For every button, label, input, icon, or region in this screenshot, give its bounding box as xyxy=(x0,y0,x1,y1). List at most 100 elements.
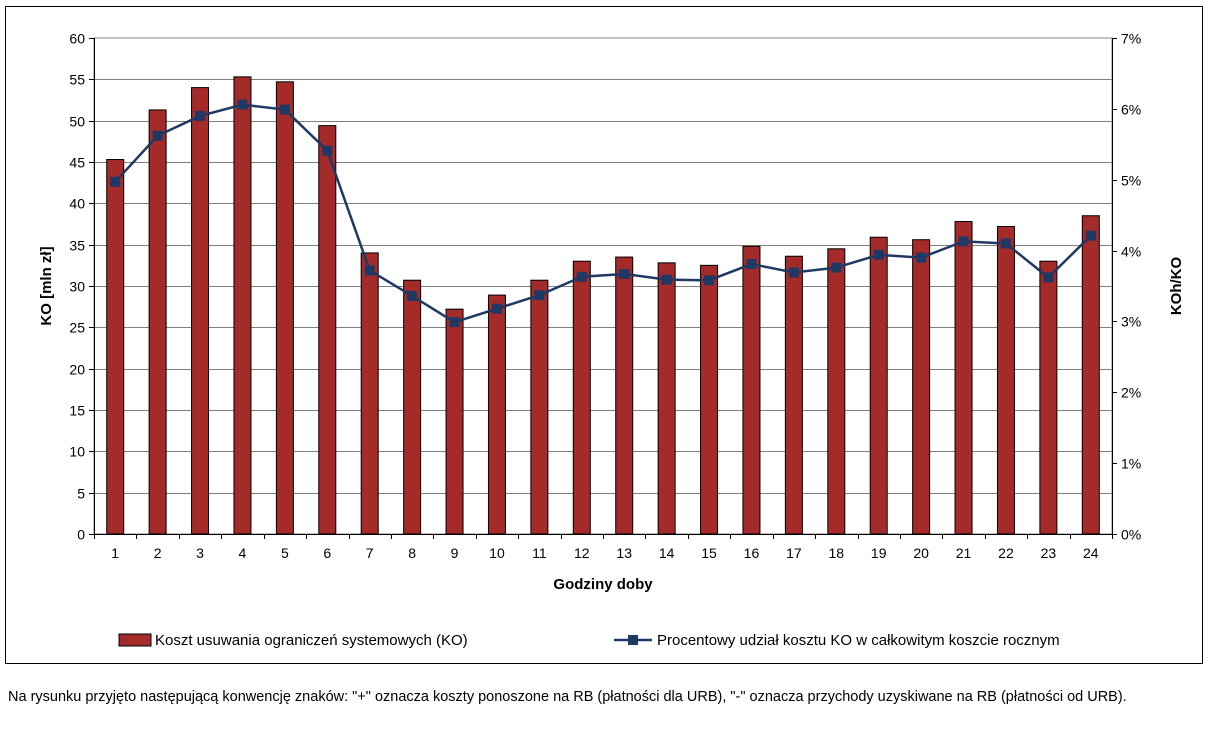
line-point xyxy=(958,236,969,247)
y2-tick-label: 0% xyxy=(1121,527,1141,543)
y-tick-label: 15 xyxy=(69,403,85,419)
line-point xyxy=(279,104,290,115)
y2-tick-label: 7% xyxy=(1121,31,1141,47)
line-series xyxy=(114,103,1092,324)
bar xyxy=(1039,260,1058,535)
line-point xyxy=(1043,272,1054,283)
line-point xyxy=(322,145,333,156)
bar xyxy=(233,76,252,535)
bar xyxy=(784,255,803,535)
x-tick-label: 15 xyxy=(701,545,717,561)
y-tick-label: 20 xyxy=(69,362,85,378)
x-tick-label: 22 xyxy=(998,545,1014,561)
legend-swatch-marker xyxy=(628,635,638,645)
y2-tick-label: 5% xyxy=(1121,173,1141,189)
y-tick-label: 30 xyxy=(69,279,85,295)
y2-tick-label: 6% xyxy=(1121,102,1141,118)
x-tick-label: 23 xyxy=(1041,545,1057,561)
legend-swatch-bar xyxy=(118,633,152,647)
line-point xyxy=(1000,238,1011,249)
bar xyxy=(148,109,167,535)
bar xyxy=(869,236,888,535)
bar xyxy=(954,221,973,535)
line-point xyxy=(195,110,206,121)
y-tick-label: 25 xyxy=(69,320,85,336)
x-tick-label: 12 xyxy=(574,545,590,561)
combo-chart: 0510152025303540455055600%1%2%3%4%5%6%7%… xyxy=(38,31,1185,650)
x-tick-label: 21 xyxy=(956,545,972,561)
bar xyxy=(1081,215,1100,535)
y2-tick-label: 4% xyxy=(1121,244,1141,260)
bar xyxy=(530,279,549,535)
y2-tick-label: 1% xyxy=(1121,456,1141,472)
line-point xyxy=(110,176,121,187)
line-point xyxy=(704,275,715,286)
y-tick-label: 0 xyxy=(77,527,85,543)
x-tick-label: 7 xyxy=(366,545,374,561)
bar xyxy=(700,264,719,535)
bar xyxy=(572,260,591,535)
bar xyxy=(827,248,846,535)
y2-tick-label: 2% xyxy=(1121,385,1141,401)
bar xyxy=(445,308,464,535)
line-point xyxy=(534,290,545,301)
line-point xyxy=(152,130,163,141)
x-tick-label: 6 xyxy=(323,545,331,561)
bar xyxy=(657,262,676,535)
bar xyxy=(106,159,125,535)
y-tick-label: 5 xyxy=(77,486,85,502)
line-point xyxy=(831,262,842,273)
x-tick-label: 5 xyxy=(281,545,289,561)
bar xyxy=(996,225,1015,535)
x-tick-label: 14 xyxy=(659,545,675,561)
bar xyxy=(403,279,422,535)
bar xyxy=(742,245,761,535)
line-point xyxy=(619,268,630,279)
chart-frame: 0 5 10 15 20 25 30 35 40 45 50 55 60 0% 1% 2% 3% 4% 5% 6% 7%… xyxy=(5,6,1203,664)
line-point xyxy=(407,290,418,301)
x-tick-label: 17 xyxy=(786,545,802,561)
x-tick-label: 3 xyxy=(196,545,204,561)
y-tick-label: 40 xyxy=(69,196,85,212)
y2-axis-title: KOh/KO xyxy=(1168,257,1185,316)
legend-label-line: Procentowy udział kosztu KO w całkowitym… xyxy=(657,632,1060,649)
line-point xyxy=(364,265,375,276)
x-tick-label: 9 xyxy=(451,545,459,561)
line-point xyxy=(491,303,502,314)
bar xyxy=(912,239,931,535)
bar xyxy=(191,87,210,535)
line-point xyxy=(873,249,884,260)
x-tick-label: 18 xyxy=(829,545,845,561)
bar xyxy=(275,81,294,535)
bar xyxy=(360,252,379,535)
x-tick-label: 4 xyxy=(239,545,247,561)
legend-label-bar: Koszt usuwania ograniczeń systemowych (K… xyxy=(155,632,468,649)
y2-tick-label: 3% xyxy=(1121,314,1141,330)
x-tick-label: 2 xyxy=(154,545,162,561)
y-tick-label: 45 xyxy=(69,155,85,171)
line-point xyxy=(916,252,927,263)
line-point xyxy=(237,99,248,110)
line-point xyxy=(661,274,672,285)
x-axis-title: Godziny doby xyxy=(553,576,653,593)
footnote: Na rysunku przyjęto następującą konwencj… xyxy=(8,689,1127,705)
line-point xyxy=(788,267,799,278)
line-point xyxy=(746,259,757,270)
x-tick-label: 24 xyxy=(1083,545,1099,561)
y-tick-label: 60 xyxy=(69,31,85,47)
y-axis-title: KO [mln zł] xyxy=(38,246,55,325)
x-tick-label: 8 xyxy=(408,545,416,561)
x-tick-label: 11 xyxy=(532,545,547,561)
x-tick-label: 16 xyxy=(744,545,760,561)
bar xyxy=(615,256,634,535)
y-tick-label: 55 xyxy=(69,72,85,88)
x-tick-label: 1 xyxy=(111,545,119,561)
bar xyxy=(318,125,337,535)
y-tick-label: 35 xyxy=(69,238,85,254)
x-tick-label: 19 xyxy=(871,545,887,561)
x-tick-label: 13 xyxy=(616,545,632,561)
line-point xyxy=(1085,230,1096,241)
y-tick-label: 50 xyxy=(69,114,85,130)
line-point xyxy=(449,317,460,328)
x-tick-label: 10 xyxy=(489,545,505,561)
